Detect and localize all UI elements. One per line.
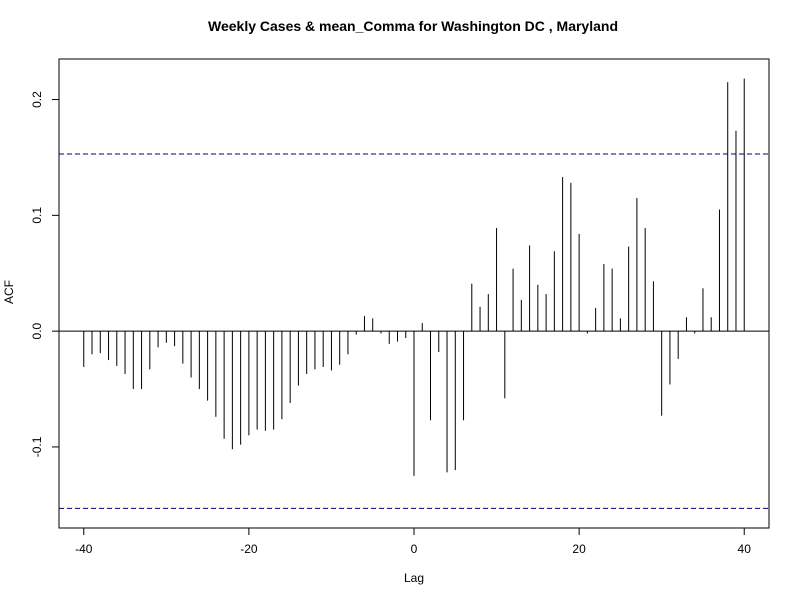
acf-bars xyxy=(83,78,745,476)
x-axis: -40 -20 0 20 40 xyxy=(75,527,752,556)
y-tick-label: -0.1 xyxy=(30,436,44,457)
x-tick-label: -40 xyxy=(75,542,93,556)
chart-title: Weekly Cases & mean_Comma for Washington… xyxy=(208,18,618,34)
x-axis-label: Lag xyxy=(404,571,424,585)
y-tick-label: 0.0 xyxy=(30,322,44,339)
x-tick-label: 0 xyxy=(411,542,418,556)
x-tick-label: -20 xyxy=(240,542,258,556)
y-tick-label: 0.2 xyxy=(30,91,44,108)
y-axis: -0.1 0.0 0.1 0.2 xyxy=(30,91,60,457)
y-axis-label: ACF xyxy=(2,280,16,304)
x-tick-label: 40 xyxy=(738,542,752,556)
x-tick-label: 20 xyxy=(572,542,586,556)
y-tick-label: 0.1 xyxy=(30,207,44,224)
